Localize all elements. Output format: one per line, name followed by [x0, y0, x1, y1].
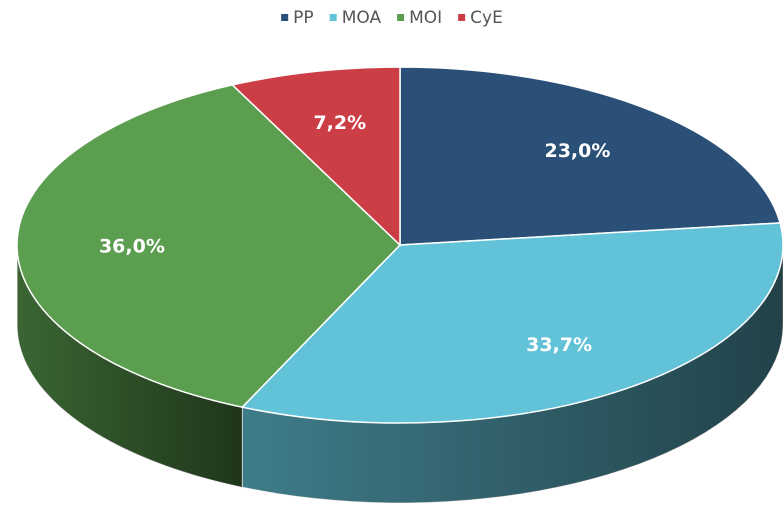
legend-label: MOI	[409, 8, 442, 28]
slice	[240, 222, 784, 424]
slice-side-shade	[17, 245, 243, 488]
slice	[230, 66, 401, 247]
data-label: 36,0%	[99, 235, 165, 257]
data-label: 33,7%	[526, 334, 592, 356]
legend-swatch	[397, 14, 405, 21]
legend: PP MOA MOI CyE	[281, 8, 503, 28]
data-label: 7,2%	[313, 112, 366, 134]
legend-swatch	[329, 14, 337, 21]
legend-swatch	[458, 14, 466, 21]
legend-label: CyE	[470, 8, 503, 28]
slice	[399, 66, 782, 246]
slice	[16, 84, 402, 409]
data-label: 23,0%	[544, 140, 610, 162]
legend-swatch	[281, 14, 289, 21]
slice-side-shade	[242, 245, 783, 503]
legend-label: PP	[293, 8, 314, 28]
legend-label: MOA	[342, 8, 382, 28]
